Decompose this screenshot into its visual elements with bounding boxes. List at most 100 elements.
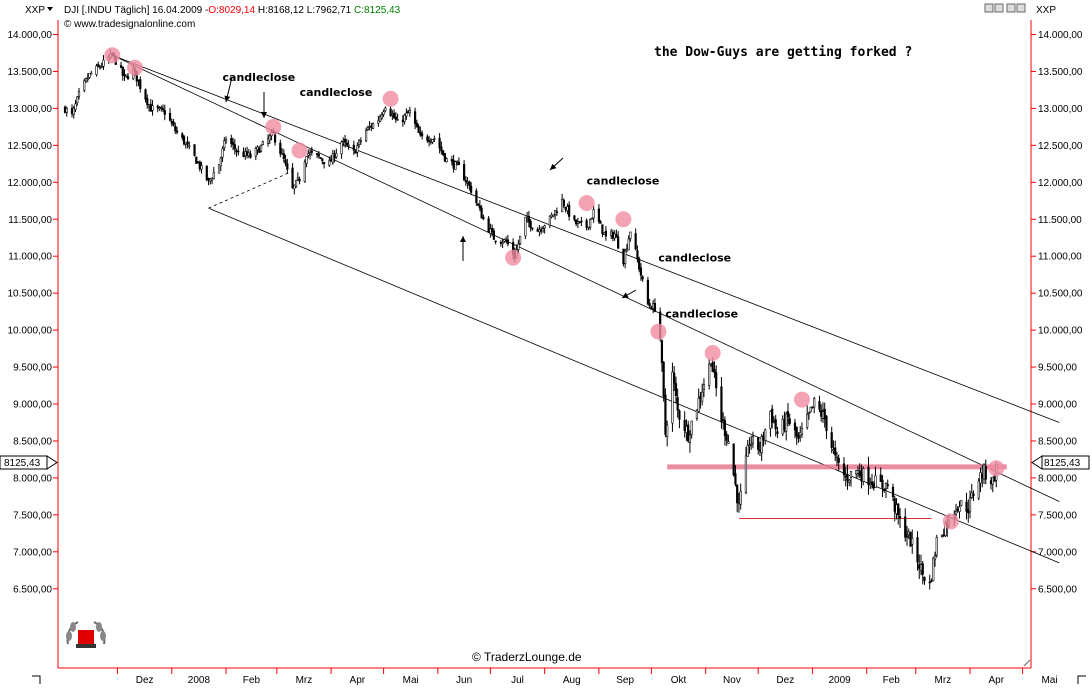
x-tick-label: Feb	[243, 675, 261, 686]
candle-body	[305, 156, 308, 164]
candle-body	[646, 279, 650, 305]
candle-body	[648, 303, 651, 307]
symbol-dropdown-icon[interactable]	[47, 7, 53, 11]
candle-body	[590, 217, 594, 220]
touch-marker	[793, 391, 810, 408]
candle-body	[335, 152, 338, 158]
candle-body	[844, 475, 847, 478]
candle-body	[170, 121, 173, 124]
candle-body	[72, 107, 75, 115]
candle-body	[88, 72, 91, 78]
touch-marker	[942, 513, 959, 530]
candle-body	[587, 226, 590, 229]
candle-body	[862, 468, 865, 482]
candle-body	[795, 426, 798, 437]
y-tick-label-left: 11.000,00	[8, 252, 52, 263]
candle-body	[540, 229, 543, 232]
candle-body	[856, 469, 860, 474]
candle-body	[825, 415, 828, 432]
candle-body	[210, 178, 214, 181]
candle-body	[603, 232, 606, 236]
candle-body	[95, 65, 98, 75]
candle-body	[284, 159, 287, 164]
candle-body	[492, 230, 495, 240]
candle-body	[408, 109, 411, 114]
scroll-left-icon[interactable]	[32, 675, 41, 684]
scroll-right-icon[interactable]	[1077, 675, 1086, 684]
touch-marker	[505, 249, 522, 266]
candle-body	[249, 153, 252, 158]
candle-body	[247, 152, 250, 157]
candle-body	[748, 444, 751, 447]
candle-body	[930, 580, 933, 582]
candle-body	[676, 397, 679, 411]
candle-body	[259, 145, 263, 152]
candle-body	[834, 447, 837, 456]
candle-body	[576, 221, 579, 224]
candle-body	[762, 435, 765, 440]
candle-body	[310, 150, 313, 153]
candle-body	[573, 215, 576, 220]
candle-body	[158, 107, 161, 109]
window-controls[interactable]	[984, 3, 1026, 13]
candle-body	[347, 144, 350, 147]
candle-body	[378, 116, 382, 122]
candle-body	[709, 363, 713, 366]
x-tick-label: Nov	[723, 675, 741, 686]
candle-body	[477, 203, 480, 206]
candle-body	[212, 172, 215, 180]
candle-body	[401, 119, 404, 122]
candle-body	[776, 431, 779, 434]
candle-body	[261, 141, 264, 146]
candle-body	[529, 220, 532, 228]
candle-body	[811, 406, 814, 408]
candle-body	[869, 483, 872, 486]
candle-body	[98, 66, 102, 69]
next-icon[interactable]	[994, 3, 1004, 13]
candle-body	[760, 436, 763, 453]
candle-body	[928, 581, 931, 584]
candle-body	[370, 125, 373, 128]
candle-body	[181, 133, 184, 138]
y-tick-label-left: 9.000,00	[13, 400, 52, 411]
candle-body	[813, 398, 816, 408]
candle-body	[186, 141, 189, 145]
traderzlounge-logo	[66, 621, 106, 648]
candle-body	[503, 239, 506, 242]
candle-body	[419, 131, 422, 136]
x-tick-label: Apr	[350, 675, 366, 686]
candle-body	[333, 154, 336, 159]
candle-body	[450, 159, 453, 162]
candle-body	[308, 152, 312, 155]
candle-body	[604, 230, 608, 237]
x-tick-label: Dez	[136, 675, 154, 686]
candle-body	[592, 209, 595, 219]
candle-body	[977, 480, 980, 499]
candle-body	[217, 164, 221, 174]
candle-body	[599, 221, 602, 224]
candle-body	[842, 463, 846, 475]
restore-icon[interactable]	[1006, 3, 1016, 13]
candle-body	[468, 181, 471, 186]
candle-body	[291, 167, 294, 189]
candle-body	[235, 150, 238, 153]
candle-body	[100, 65, 103, 68]
close-icon[interactable]	[1016, 3, 1026, 13]
y-tick-label-left: 7.000,00	[13, 547, 52, 558]
candle-body	[967, 509, 970, 514]
candle-body	[438, 137, 441, 149]
candle-body	[317, 153, 320, 157]
candle-body	[377, 120, 380, 124]
resize-icon[interactable]	[1023, 659, 1031, 667]
candle-body	[389, 108, 392, 116]
candle-body	[345, 142, 348, 146]
candle-body	[613, 233, 616, 239]
candle-body	[445, 158, 448, 163]
candle-body	[739, 490, 742, 505]
candle-body	[960, 500, 963, 506]
candle-body	[715, 372, 718, 389]
prev-icon[interactable]	[984, 3, 994, 13]
candle-body	[837, 457, 840, 463]
candle-body	[979, 472, 982, 484]
candle-body	[340, 141, 343, 155]
